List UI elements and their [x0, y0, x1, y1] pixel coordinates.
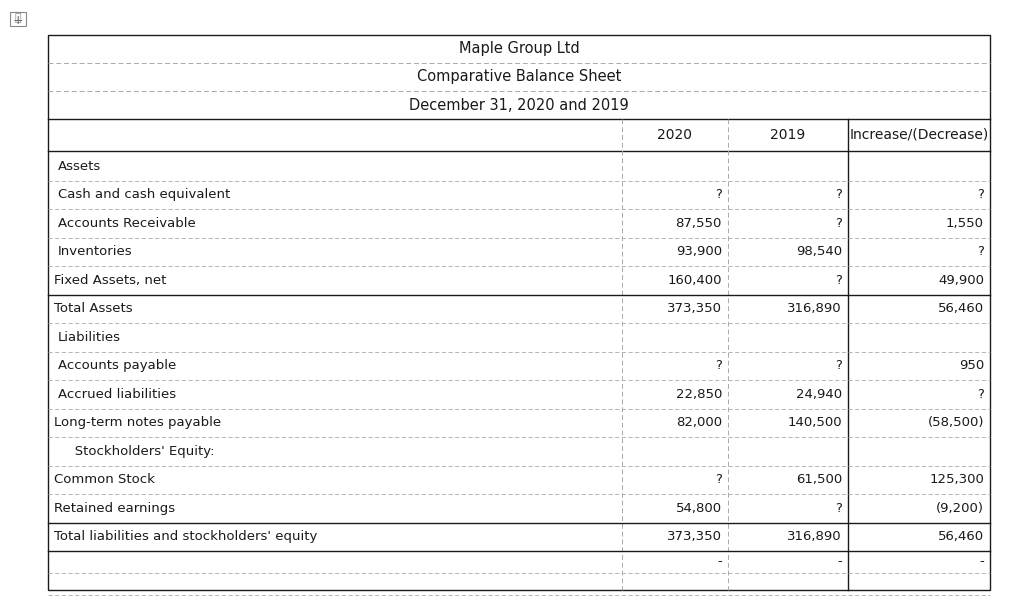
- Text: ?: ?: [835, 502, 842, 515]
- Text: 87,550: 87,550: [675, 216, 722, 230]
- Text: 2020: 2020: [658, 128, 692, 142]
- Text: 316,890: 316,890: [787, 302, 842, 316]
- Text: 140,500: 140,500: [787, 416, 842, 429]
- Text: Common Stock: Common Stock: [54, 473, 154, 486]
- Text: 125,300: 125,300: [929, 473, 984, 486]
- Text: December 31, 2020 and 2019: December 31, 2020 and 2019: [409, 97, 629, 112]
- Text: Cash and cash equivalent: Cash and cash equivalent: [58, 188, 230, 201]
- Text: Retained earnings: Retained earnings: [54, 502, 175, 515]
- Text: Assets: Assets: [58, 160, 102, 173]
- Text: +: +: [12, 13, 24, 27]
- Text: ?: ?: [715, 188, 722, 201]
- Text: Accounts payable: Accounts payable: [58, 359, 176, 372]
- Text: 22,850: 22,850: [675, 388, 722, 401]
- Text: Accounts Receivable: Accounts Receivable: [58, 216, 196, 230]
- Text: Increase/(Decrease): Increase/(Decrease): [850, 128, 988, 142]
- Text: 373,350: 373,350: [667, 530, 722, 544]
- Text: ?: ?: [835, 359, 842, 372]
- Text: Total liabilities and stockholders' equity: Total liabilities and stockholders' equi…: [54, 530, 317, 544]
- Text: 160,400: 160,400: [667, 274, 722, 287]
- Text: Fixed Assets, net: Fixed Assets, net: [54, 274, 167, 287]
- Text: Liabilities: Liabilities: [58, 331, 121, 344]
- Text: 54,800: 54,800: [675, 502, 722, 515]
- Text: ?: ?: [977, 388, 984, 401]
- Text: 950: 950: [958, 359, 984, 372]
- Text: ?: ?: [715, 359, 722, 372]
- Text: 1,550: 1,550: [946, 216, 984, 230]
- Text: Accrued liabilities: Accrued liabilities: [58, 388, 176, 401]
- Text: Comparative Balance Sheet: Comparative Balance Sheet: [416, 69, 622, 85]
- Text: 56,460: 56,460: [938, 302, 984, 316]
- Text: ?: ?: [715, 473, 722, 486]
- Text: 316,890: 316,890: [787, 530, 842, 544]
- Text: ?: ?: [835, 216, 842, 230]
- Text: ?: ?: [835, 188, 842, 201]
- Text: 373,350: 373,350: [667, 302, 722, 316]
- Text: ?: ?: [835, 274, 842, 287]
- Text: Stockholders' Equity:: Stockholders' Equity:: [62, 444, 214, 458]
- Text: ?: ?: [977, 188, 984, 201]
- Text: -: -: [979, 556, 984, 568]
- Text: 82,000: 82,000: [675, 416, 722, 429]
- Text: (9,200): (9,200): [936, 502, 984, 515]
- Text: (58,500): (58,500): [927, 416, 984, 429]
- Text: 49,900: 49,900: [938, 274, 984, 287]
- Text: ➕: ➕: [15, 13, 22, 23]
- Text: 61,500: 61,500: [796, 473, 842, 486]
- Text: 56,460: 56,460: [938, 530, 984, 544]
- Text: Total Assets: Total Assets: [54, 302, 133, 316]
- Text: -: -: [717, 556, 722, 568]
- Text: Inventories: Inventories: [58, 245, 133, 258]
- Text: ?: ?: [977, 245, 984, 258]
- Text: Long-term notes payable: Long-term notes payable: [54, 416, 221, 429]
- Text: Maple Group Ltd: Maple Group Ltd: [459, 41, 579, 57]
- Text: -: -: [837, 556, 842, 568]
- Text: 2019: 2019: [771, 128, 806, 142]
- Text: 98,540: 98,540: [796, 245, 842, 258]
- Text: 24,940: 24,940: [796, 388, 842, 401]
- Text: 93,900: 93,900: [675, 245, 722, 258]
